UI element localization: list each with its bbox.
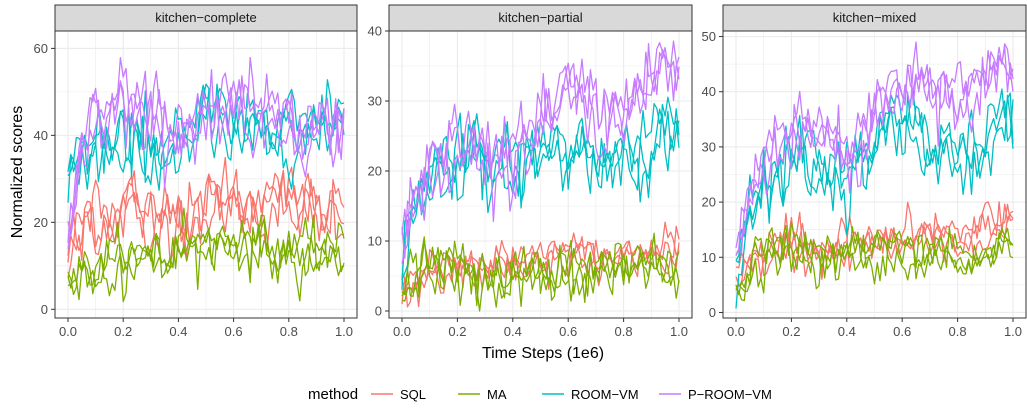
series-line-p-room-vm bbox=[401, 46, 680, 259]
x-tick-label: 0.2 bbox=[448, 324, 466, 339]
panel-border bbox=[722, 30, 1027, 319]
facet-panel: kitchen−mixed 0 10 20 30 40 50 0.0 0.2 0.4 0.6 0.8 1… bbox=[702, 4, 1027, 339]
y-tick-label: 60 bbox=[34, 41, 48, 56]
series-line-p-room-vm bbox=[67, 70, 345, 237]
legend-label: MA bbox=[487, 387, 507, 402]
series-line-p-room-vm bbox=[735, 46, 1014, 257]
y-tick-label: 0 bbox=[41, 302, 48, 317]
facet-panel: kitchen−complete 0 20 40 60 0.0 0.2 0.4 0.6 0.8 1.… bbox=[34, 4, 358, 339]
facet-title: kitchen−complete bbox=[155, 10, 257, 25]
y-tick-label: 0 bbox=[709, 305, 716, 320]
legend-label: ROOM−VM bbox=[571, 387, 639, 402]
legend: method SQL MA ROOM−VM P−ROOM−VM bbox=[308, 386, 772, 403]
facet-title: kitchen−mixed bbox=[833, 10, 916, 25]
y-tick-label: 40 bbox=[368, 24, 382, 39]
series-line-room-vm bbox=[735, 90, 1014, 309]
series-line-sql bbox=[67, 166, 345, 264]
series-line-p-room-vm bbox=[401, 43, 680, 264]
series-line-room-vm bbox=[401, 108, 680, 290]
y-tick-label: 30 bbox=[702, 139, 716, 154]
x-tick-label: 0.0 bbox=[727, 324, 745, 339]
panel-border bbox=[54, 30, 358, 319]
chart-panels: kitchen−complete 0 20 40 60 0.0 0.2 0.4 0.6 0.8 1.… bbox=[34, 4, 1027, 339]
x-tick-label: 0.4 bbox=[169, 324, 187, 339]
y-tick-label: 20 bbox=[702, 195, 716, 210]
series-group bbox=[401, 40, 680, 312]
series-line-ma bbox=[401, 244, 680, 307]
x-tick-label: 0.6 bbox=[559, 324, 577, 339]
series-line-ma bbox=[401, 232, 680, 312]
legend-title: method bbox=[308, 386, 358, 403]
series-line-sql bbox=[401, 221, 680, 308]
series-line-ma bbox=[735, 221, 1014, 293]
series-line-p-room-vm bbox=[735, 41, 1014, 256]
series-line-ma bbox=[735, 232, 1014, 302]
x-tick-label: 0.2 bbox=[114, 324, 132, 339]
y-tick-label: 10 bbox=[702, 250, 716, 265]
x-tick-label: 0.0 bbox=[393, 324, 411, 339]
x-tick-label: 1.0 bbox=[335, 324, 353, 339]
x-axis-title: Time Steps (1e6) bbox=[482, 345, 604, 362]
y-tick-label: 20 bbox=[368, 164, 382, 179]
y-tick-label: 0 bbox=[375, 304, 382, 319]
series-group bbox=[735, 41, 1014, 309]
series-line-ma bbox=[67, 214, 345, 297]
y-tick-label: 30 bbox=[368, 94, 382, 109]
series-line-ma bbox=[67, 207, 345, 302]
x-tick-label: 0.0 bbox=[59, 324, 77, 339]
legend-label: SQL bbox=[400, 387, 426, 402]
series-line-ma bbox=[735, 226, 1014, 296]
series-line-room-vm bbox=[735, 94, 1014, 264]
x-tick-label: 1.0 bbox=[670, 324, 688, 339]
y-tick-label: 40 bbox=[702, 84, 716, 99]
x-tick-label: 0.4 bbox=[838, 324, 856, 339]
series-line-p-room-vm bbox=[67, 57, 345, 250]
facet-strip bbox=[388, 4, 693, 32]
series-line-ma bbox=[67, 214, 345, 303]
legend-items: SQL MA ROOM−VM P−ROOM−VM bbox=[371, 387, 772, 402]
y-tick-label: 10 bbox=[368, 234, 382, 249]
facet-panel: kitchen−partial 0 10 20 30 40 0.0 0.2 0.4 0.6 0.8 1… bbox=[368, 4, 693, 339]
x-tick-label: 0.6 bbox=[225, 324, 243, 339]
x-tick-label: 0.8 bbox=[615, 324, 633, 339]
x-tick-label: 0.8 bbox=[949, 324, 967, 339]
series-line-sql bbox=[67, 170, 345, 256]
y-tick-label: 50 bbox=[702, 29, 716, 44]
x-tick-label: 0.4 bbox=[504, 324, 522, 339]
x-tick-label: 0.6 bbox=[893, 324, 911, 339]
legend-label: P−ROOM−VM bbox=[688, 387, 772, 402]
facet-strip bbox=[54, 4, 358, 32]
x-tick-label: 0.8 bbox=[280, 324, 298, 339]
x-tick-label: 1.0 bbox=[1004, 324, 1022, 339]
series-line-room-vm bbox=[67, 79, 345, 203]
y-tick-label: 20 bbox=[34, 215, 48, 230]
y-tick-label: 40 bbox=[34, 128, 48, 143]
series-group bbox=[67, 56, 345, 303]
x-tick-label: 0.2 bbox=[782, 324, 800, 339]
y-axis-title: Normalized scores bbox=[9, 106, 26, 238]
series-line-sql bbox=[67, 156, 345, 278]
facet-title: kitchen−partial bbox=[498, 10, 582, 25]
panel-border bbox=[388, 30, 693, 319]
